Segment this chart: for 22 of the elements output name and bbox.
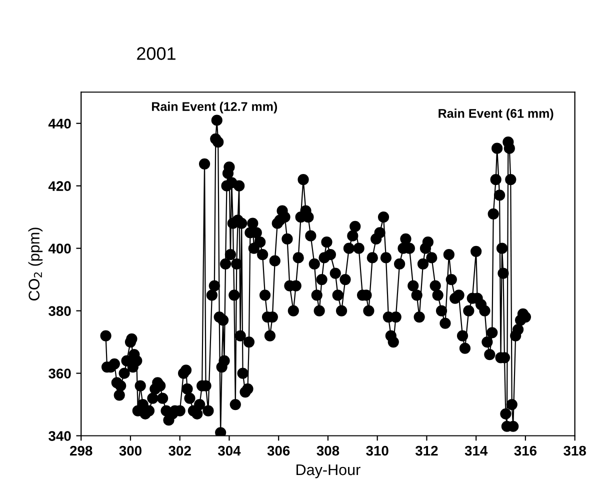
- chart-title: 2001: [137, 47, 176, 60]
- x-tick-label: 300: [119, 446, 142, 456]
- x-axis-title: Day-Hour: [296, 464, 360, 478]
- y-axis-title: CO$_{2}$ (ppm): [28, 228, 43, 300]
- y-tick-label: 400: [48, 244, 71, 254]
- x-tick-label: 312: [415, 446, 438, 456]
- x-tick-label: 298: [70, 446, 92, 456]
- annotation: Rain Event (61 mm): [438, 108, 554, 120]
- y-tick-label: 380: [48, 306, 71, 316]
- x-tick-label: 308: [316, 446, 340, 456]
- x-tick-label: 318: [564, 446, 586, 456]
- x-tick-label: 304: [218, 446, 241, 456]
- x-tick-label: 302: [168, 446, 191, 456]
- x-tick-label: 306: [267, 446, 290, 456]
- y-tick-label: 360: [48, 368, 71, 378]
- y-tick-label: 340: [48, 431, 71, 441]
- x-tick-label: 310: [366, 446, 388, 456]
- x-tick-label: 314: [464, 446, 488, 456]
- y-tick-label: 440: [48, 118, 71, 129]
- annotation: Rain Event (12.7 mm): [152, 102, 278, 114]
- x-tick-label: 316: [514, 446, 537, 456]
- y-tick-label: 420: [48, 181, 71, 192]
